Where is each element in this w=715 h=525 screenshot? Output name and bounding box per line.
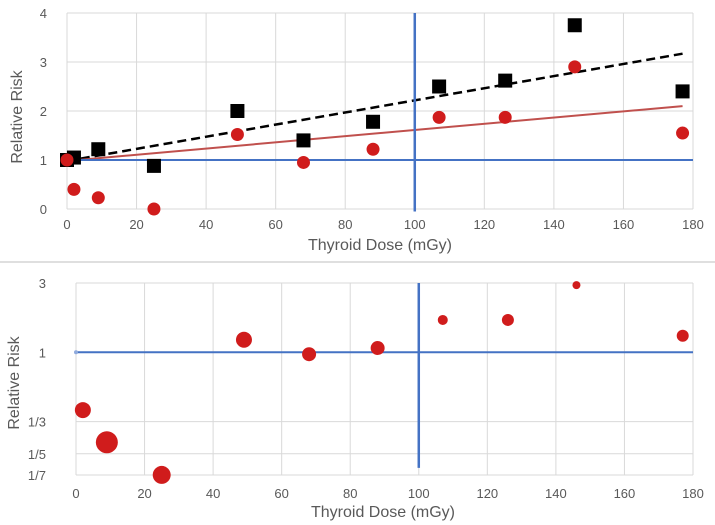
top-y-axis-label: Relative Risk — [9, 69, 26, 163]
red-circle-point — [302, 347, 317, 362]
black-square-point — [567, 18, 582, 33]
bottom-x-tick-label: 180 — [682, 486, 704, 501]
red-circle-point — [91, 191, 105, 205]
red-circle-point — [152, 465, 171, 484]
top-x-tick-label: 20 — [129, 217, 143, 232]
red-circle-point — [74, 350, 78, 355]
top-y-tick-label: 2 — [40, 104, 47, 119]
black-square-point — [91, 142, 106, 157]
black-square-point — [498, 73, 513, 88]
red-circle-point — [676, 329, 689, 342]
bottom-x-tick-label: 0 — [72, 486, 79, 501]
bottom-x-tick-label: 40 — [206, 486, 220, 501]
bottom-y-tick-label: 1/7 — [28, 468, 46, 483]
top-x-tick-label: 60 — [268, 217, 282, 232]
red-circle-point — [568, 60, 582, 74]
bottom-y-tick-label: 1/5 — [28, 447, 46, 462]
top-x-tick-label: 180 — [682, 217, 704, 232]
top-x-tick-label: 0 — [63, 217, 70, 232]
red-circle-point — [501, 313, 514, 326]
top-y-tick-label: 3 — [40, 55, 47, 70]
bottom-y-axis-label: Relative Risk — [6, 335, 23, 429]
black-square-point — [296, 133, 311, 148]
top-grid — [66, 12, 694, 210]
bottom-y-tick-label: 3 — [39, 276, 46, 291]
top-x-tick-label: 100 — [404, 217, 426, 232]
black-trendline — [66, 52, 683, 163]
red-circle-point — [74, 402, 91, 419]
bottom-y-tick-labels: 3 1 1/3 1/5 1/7 — [28, 276, 46, 483]
bottom-x-tick-label: 80 — [343, 486, 357, 501]
top-y-tick-labels: 0 1 2 3 4 — [40, 6, 47, 217]
bottom-x-tick-label: 120 — [476, 486, 498, 501]
bottom-chart: 0 20 40 60 80 100 120 140 160 180 3 1 1/3 1/5 1/7 Thy… — [6, 276, 704, 521]
top-x-tick-label: 40 — [199, 217, 213, 232]
bottom-x-axis-label: Thyroid Dose (mGy) — [311, 504, 455, 521]
red-trendline — [66, 105, 683, 162]
bottom-y-tick-label: 1 — [39, 345, 46, 360]
red-circle-point — [498, 110, 512, 124]
red-circle-point — [67, 182, 81, 196]
bottom-data-points — [74, 281, 689, 484]
red-circle-point — [235, 331, 252, 348]
top-x-tick-label: 140 — [543, 217, 565, 232]
red-circle-point — [60, 153, 74, 167]
red-circle-point — [572, 281, 581, 290]
top-x-tick-label: 80 — [338, 217, 352, 232]
top-x-tick-labels: 0 20 40 60 80 100 120 140 160 180 — [63, 217, 703, 232]
red-circle-point — [296, 155, 310, 169]
red-circle-point — [676, 126, 690, 140]
red-circle-point — [95, 431, 118, 454]
top-reference-lines — [67, 13, 693, 212]
red-circle-point — [230, 128, 244, 142]
red-circle-point — [147, 202, 161, 216]
top-x-axis-label: Thyroid Dose (mGy) — [308, 237, 452, 254]
bottom-x-tick-label: 60 — [274, 486, 288, 501]
bottom-x-tick-label: 160 — [614, 486, 636, 501]
black-square-point — [432, 79, 447, 94]
black-square-point — [230, 104, 245, 118]
bottom-reference-lines — [76, 283, 693, 468]
top-chart: 0 20 40 60 80 100 120 140 160 180 0 1 2 3 4 Thyroid D… — [9, 6, 704, 254]
top-y-tick-label: 1 — [40, 153, 47, 168]
top-x-tick-label: 120 — [473, 217, 495, 232]
black-square-point — [675, 84, 690, 99]
top-y-tick-label: 4 — [40, 6, 47, 21]
black-square-point — [366, 114, 381, 129]
bottom-x-tick-labels: 0 20 40 60 80 100 120 140 160 180 — [72, 486, 703, 501]
red-circle-point — [370, 341, 385, 356]
bottom-grid — [75, 282, 694, 476]
top-data-points — [60, 18, 690, 216]
bottom-x-tick-label: 100 — [408, 486, 430, 501]
black-square-point — [146, 158, 161, 173]
bottom-x-tick-label: 20 — [137, 486, 151, 501]
red-circle-point — [432, 110, 446, 124]
top-x-tick-label: 160 — [613, 217, 635, 232]
bottom-x-tick-label: 140 — [545, 486, 567, 501]
bottom-y-tick-label: 1/3 — [28, 415, 46, 430]
top-y-tick-label: 0 — [40, 202, 47, 217]
top-trendlines — [66, 52, 683, 163]
red-circle-point — [366, 142, 380, 156]
red-circle-point — [437, 314, 448, 325]
